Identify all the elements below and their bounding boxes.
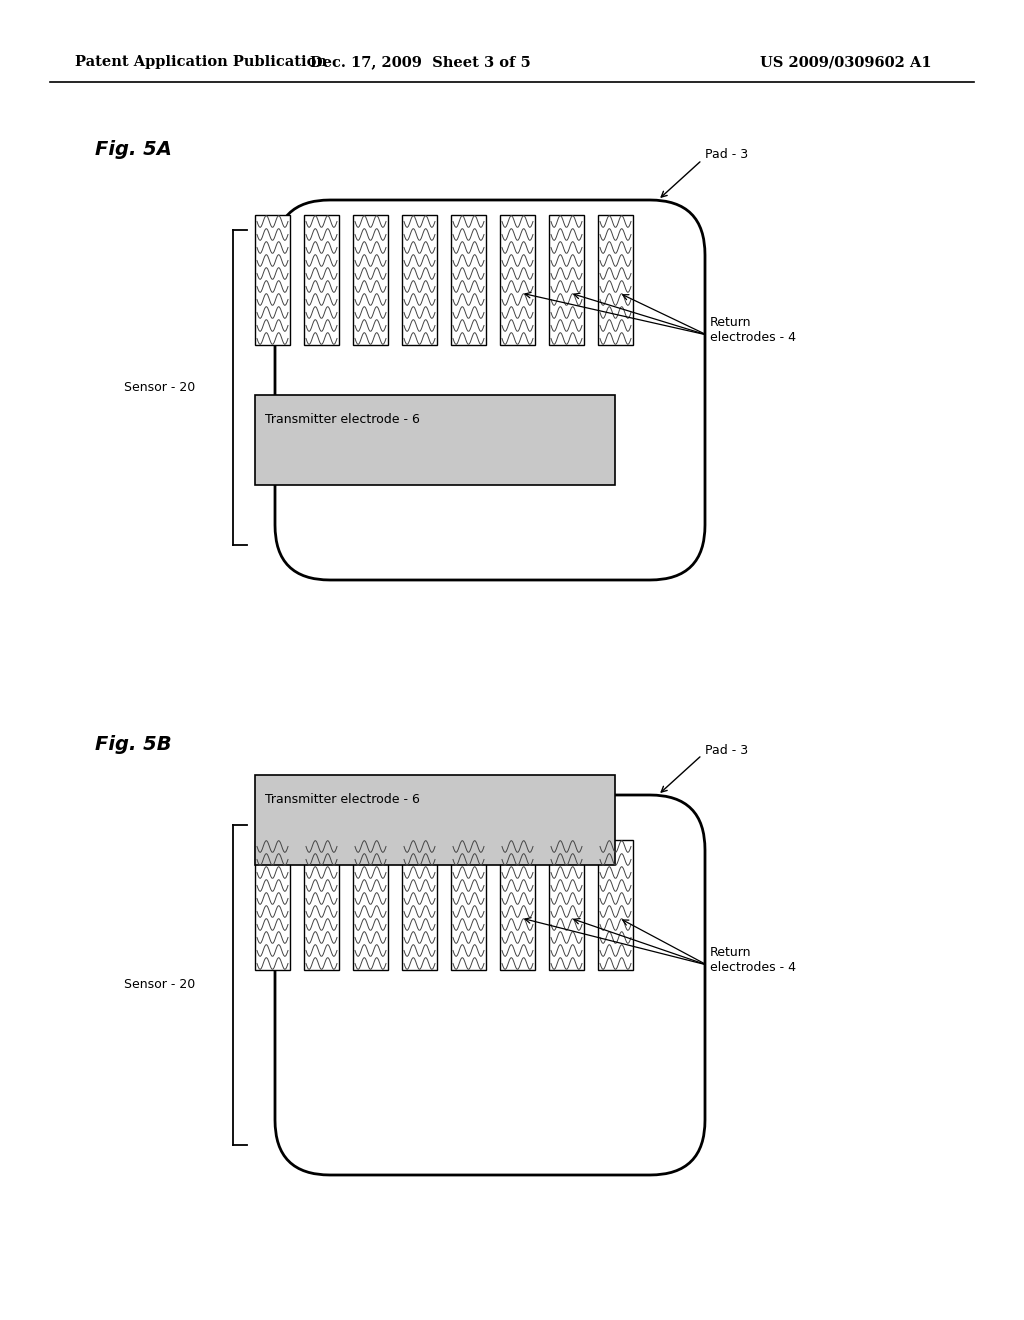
Text: Return
electrodes - 4: Return electrodes - 4 [710, 315, 796, 345]
Bar [304, 215, 339, 345]
Bar [255, 840, 290, 970]
Text: Transmitter electrode - 6: Transmitter electrode - 6 [265, 413, 420, 426]
Text: Fig. 5B: Fig. 5B [95, 735, 172, 754]
Text: Fig. 5A: Fig. 5A [95, 140, 172, 158]
Bar [255, 215, 290, 345]
Text: Transmitter electrode - 6: Transmitter electrode - 6 [265, 793, 420, 807]
Text: US 2009/0309602 A1: US 2009/0309602 A1 [760, 55, 932, 69]
FancyBboxPatch shape [275, 201, 705, 579]
Bar [598, 840, 633, 970]
Text: Patent Application Publication: Patent Application Publication [75, 55, 327, 69]
Text: Sensor - 20: Sensor - 20 [124, 381, 195, 393]
Bar [304, 840, 339, 970]
Bar [255, 395, 615, 484]
Bar [549, 840, 584, 970]
Bar [500, 215, 535, 345]
Text: Pad - 3: Pad - 3 [705, 149, 749, 161]
Bar [402, 215, 437, 345]
Bar [451, 215, 486, 345]
Bar [549, 215, 584, 345]
Bar [353, 215, 388, 345]
Bar [500, 840, 535, 970]
Text: Sensor - 20: Sensor - 20 [124, 978, 195, 991]
Bar [255, 775, 615, 865]
Text: Dec. 17, 2009  Sheet 3 of 5: Dec. 17, 2009 Sheet 3 of 5 [309, 55, 530, 69]
FancyBboxPatch shape [275, 795, 705, 1175]
Bar [451, 840, 486, 970]
Text: Pad - 3: Pad - 3 [705, 743, 749, 756]
Text: Return
electrodes - 4: Return electrodes - 4 [710, 946, 796, 974]
Bar [598, 215, 633, 345]
Bar [353, 840, 388, 970]
Bar [402, 840, 437, 970]
